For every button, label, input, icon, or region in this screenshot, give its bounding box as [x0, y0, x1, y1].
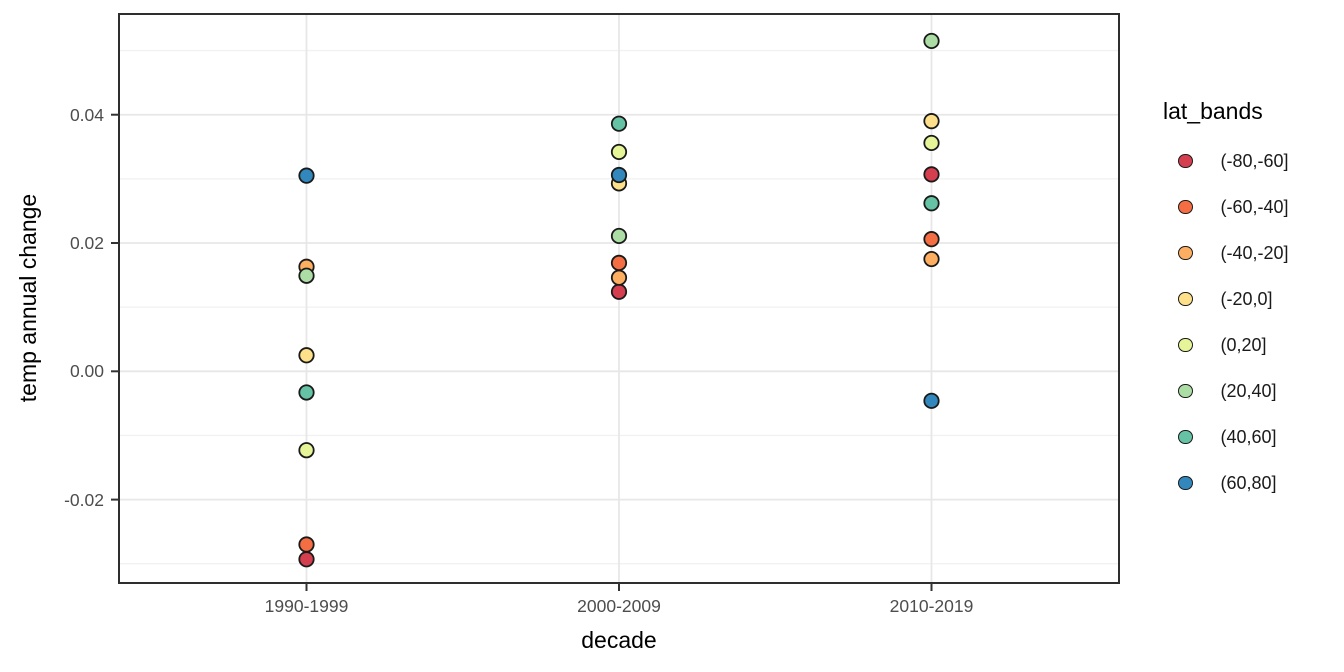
data-point	[298, 536, 315, 553]
data-point	[610, 115, 628, 132]
legend-items: (-80,-60] (-60,-40] (-40,-20] (-20,0] (0,20]…	[1163, 138, 1289, 506]
data-point	[923, 113, 940, 130]
data-point	[610, 269, 628, 286]
legend-item: (60,80]	[1163, 460, 1289, 506]
y-tick-label: 0.04	[69, 104, 104, 125]
legend-label: (40,60]	[1220, 426, 1277, 447]
data-point	[923, 250, 940, 268]
legend-swatch-icon	[1178, 153, 1193, 169]
data-point	[298, 442, 315, 459]
legend-swatch-icon	[1178, 291, 1193, 307]
y-tick-label: -0.02	[64, 489, 104, 510]
x-tick-label: 1990-1999	[264, 596, 349, 616]
legend-item: (20,40]	[1163, 368, 1289, 414]
legend-item: (-40,-20]	[1163, 230, 1289, 276]
data-point	[298, 551, 315, 568]
legend-title: lat_bands	[1163, 98, 1263, 124]
data-point	[610, 283, 628, 300]
data-point	[610, 143, 628, 161]
y-axis-title: temp annual change	[15, 193, 41, 403]
legend-item: (-60,-40]	[1163, 184, 1289, 230]
y-tick-label: 0.02	[69, 233, 104, 253]
y-tick-label: 0.00	[69, 361, 104, 382]
legend-swatch-icon	[1178, 245, 1193, 261]
legend-swatch-icon	[1178, 429, 1193, 445]
legend: lat_bands (-80,-60] (-60,-40] (-40,-20] (-2…	[1163, 96, 1289, 506]
x-tick-label: 2000-2009	[577, 596, 661, 616]
data-point	[298, 267, 315, 284]
legend-swatch-icon	[1178, 337, 1193, 353]
data-point	[610, 254, 628, 271]
legend-swatch-icon	[1178, 475, 1193, 491]
legend-item: (40,60]	[1163, 414, 1289, 460]
data-point	[923, 195, 940, 212]
data-point	[610, 166, 628, 184]
legend-swatch-icon	[1178, 199, 1193, 215]
legend-label: (0,20]	[1220, 334, 1267, 355]
legend-label: (-80,-60]	[1220, 150, 1289, 171]
data-point	[923, 392, 940, 409]
data-point	[298, 384, 315, 401]
legend-item: (-20,0]	[1163, 276, 1289, 322]
data-point	[923, 32, 940, 50]
data-point	[923, 231, 940, 248]
legend-item: (0,20]	[1163, 322, 1289, 368]
legend-item: (-80,-60]	[1163, 138, 1289, 184]
legend-label: (-40,-20]	[1220, 242, 1289, 263]
data-point	[923, 166, 940, 183]
data-point	[298, 167, 315, 184]
legend-label: (-20,0]	[1220, 288, 1273, 309]
x-axis-title: decade	[581, 627, 657, 653]
legend-label: (60,80]	[1220, 472, 1277, 493]
x-tick-label: 2010-2019	[889, 596, 974, 616]
data-point	[923, 134, 940, 152]
data-point	[610, 227, 628, 245]
legend-label: (20,40]	[1220, 380, 1277, 401]
legend-swatch-icon	[1178, 383, 1193, 399]
legend-label: (-60,-40]	[1220, 196, 1289, 217]
data-point	[298, 347, 315, 364]
